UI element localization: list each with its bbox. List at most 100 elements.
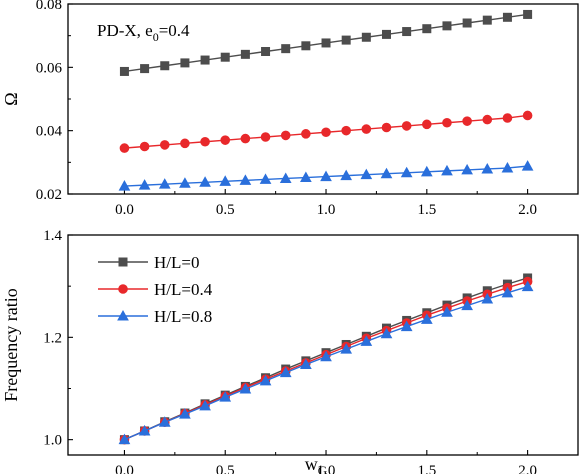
series-1-point-20: [522, 110, 533, 121]
series-2-point-8: [279, 172, 292, 183]
y-tick-label: 0.08: [36, 0, 62, 13]
series-0-point-2: [160, 61, 170, 71]
series-0-point-7: [261, 47, 271, 56]
series-0-point-1: [140, 64, 150, 74]
series-2-point-11: [340, 169, 353, 181]
series-2-point-20: [521, 160, 534, 171]
series-0-point-5: [220, 52, 230, 62]
series-2-point-0: [118, 433, 131, 445]
series-2-point-13: [380, 327, 393, 339]
series-2-point-8: [279, 366, 292, 378]
series-2-point-19: [501, 162, 514, 173]
x-tick-label: 1.5: [417, 463, 436, 474]
series-2-point-6: [239, 382, 252, 394]
series-0-point-3: [180, 58, 190, 68]
legend-marker-1-point-0: [118, 284, 128, 294]
series-1-point-15: [422, 119, 432, 130]
series-2-point-3: [179, 408, 191, 419]
series-1-point-13: [381, 122, 392, 133]
series-2-point-1: [138, 424, 151, 436]
series-0-point-0: [119, 66, 129, 76]
x-tick-label: 2.0: [518, 202, 537, 218]
x-tick-label: 2.0: [518, 463, 537, 474]
series-2-point-11: [340, 343, 353, 354]
series-2-point-20: [521, 280, 534, 292]
series-1-point-0: [119, 143, 130, 153]
series-1-point-16: [442, 117, 452, 128]
series-2-point-12: [360, 168, 373, 180]
series-1-point-14: [401, 121, 412, 131]
legend-label: H/L=0.4: [154, 280, 213, 299]
series-2-point-15: [420, 313, 433, 324]
y-tick-label: 1.0: [43, 433, 62, 449]
series-2-point-17: [461, 299, 473, 311]
series-2: [118, 160, 534, 191]
x-tick-label: 0.0: [115, 463, 134, 474]
material-annotation: PD-X, e0=0.4: [97, 21, 190, 44]
series-2-point-0: [118, 180, 131, 191]
series-2-point-2: [158, 178, 171, 189]
series-1-point-4: [200, 136, 210, 147]
wg-axis-label: wG: [305, 454, 327, 474]
frequency-ratio-panel: 0.0 0.5 1.0 1.5 2.01.01.21.4 H/L=0H/L=0.4H/L…: [1, 228, 579, 474]
series-2-point-6: [239, 174, 252, 185]
legend-label: H/L=0: [154, 253, 199, 272]
series-1-point-7: [260, 132, 271, 142]
series-2-point-10: [320, 170, 332, 182]
series-2-point-4: [199, 176, 211, 187]
series-2-point-17: [461, 163, 473, 175]
series-0-point-18: [482, 15, 492, 25]
series-0-point-14: [402, 27, 412, 37]
series-2-point-19: [501, 286, 514, 298]
series-2-point-2: [158, 416, 171, 427]
frequency-ratio-axis-label: Frequency ratio: [1, 288, 21, 401]
series-0-point-15: [422, 24, 432, 34]
x-tick-label: 1.0: [317, 202, 336, 218]
series-0-point-4: [200, 55, 210, 65]
series-1-point-12: [361, 124, 372, 134]
omega-panel: 0.0 0.5 1.0 1.5 2.0 0.02 0.04 0.06 0.08 PD-X, e0…: [1, 0, 579, 218]
legend-item-0: H/L=0: [98, 253, 199, 272]
series-2-point-10: [320, 350, 332, 362]
series-0-point-16: [442, 21, 452, 31]
series-1-point-18: [482, 114, 493, 125]
series-2-point-7: [259, 173, 272, 184]
series-0-point-17: [462, 18, 472, 28]
legend-label: H/L=0.8: [154, 307, 212, 326]
series-2-point-5: [219, 175, 232, 186]
series-0-point-20: [523, 9, 533, 19]
series-1-point-3: [180, 138, 190, 149]
series-2-point-18: [481, 162, 494, 174]
y-tick-label: 1.2: [43, 330, 62, 346]
series-0-point-10: [321, 38, 331, 48]
series-1-point-9: [301, 129, 311, 139]
omega-axis-label: Ω: [1, 92, 21, 105]
series-1-point-2: [159, 140, 170, 150]
series-0-point-9: [301, 41, 311, 51]
legend-item-1: H/L=0.4: [98, 280, 213, 299]
legend-item-2: H/L=0.8: [98, 307, 212, 326]
series-0-point-8: [281, 44, 291, 54]
x-tick-label: 1.5: [417, 202, 436, 218]
series-2-point-9: [300, 358, 312, 369]
series-2-point-14: [400, 166, 413, 178]
series-0-point-19: [502, 12, 512, 22]
series-1-point-10: [321, 127, 331, 138]
series-1-point-6: [240, 133, 251, 144]
series-2-point-3: [179, 177, 191, 188]
series-2-point-4: [199, 399, 211, 411]
series-0-point-11: [341, 35, 351, 45]
series-2-point-12: [360, 335, 373, 346]
series-2-point-15: [420, 165, 433, 177]
x-tick-label: 0.0: [115, 202, 134, 218]
series-1-point-19: [502, 113, 513, 123]
legend-marker-2-point-0: [117, 309, 129, 321]
series-1-point-17: [462, 116, 472, 126]
series-1-point-5: [220, 135, 231, 145]
series-2-point-1: [138, 179, 151, 190]
series-2: [118, 280, 534, 445]
x-tick-label: 1.0: [317, 463, 336, 474]
series-1: [119, 110, 533, 153]
y-tick-label: 1.4: [43, 228, 62, 244]
